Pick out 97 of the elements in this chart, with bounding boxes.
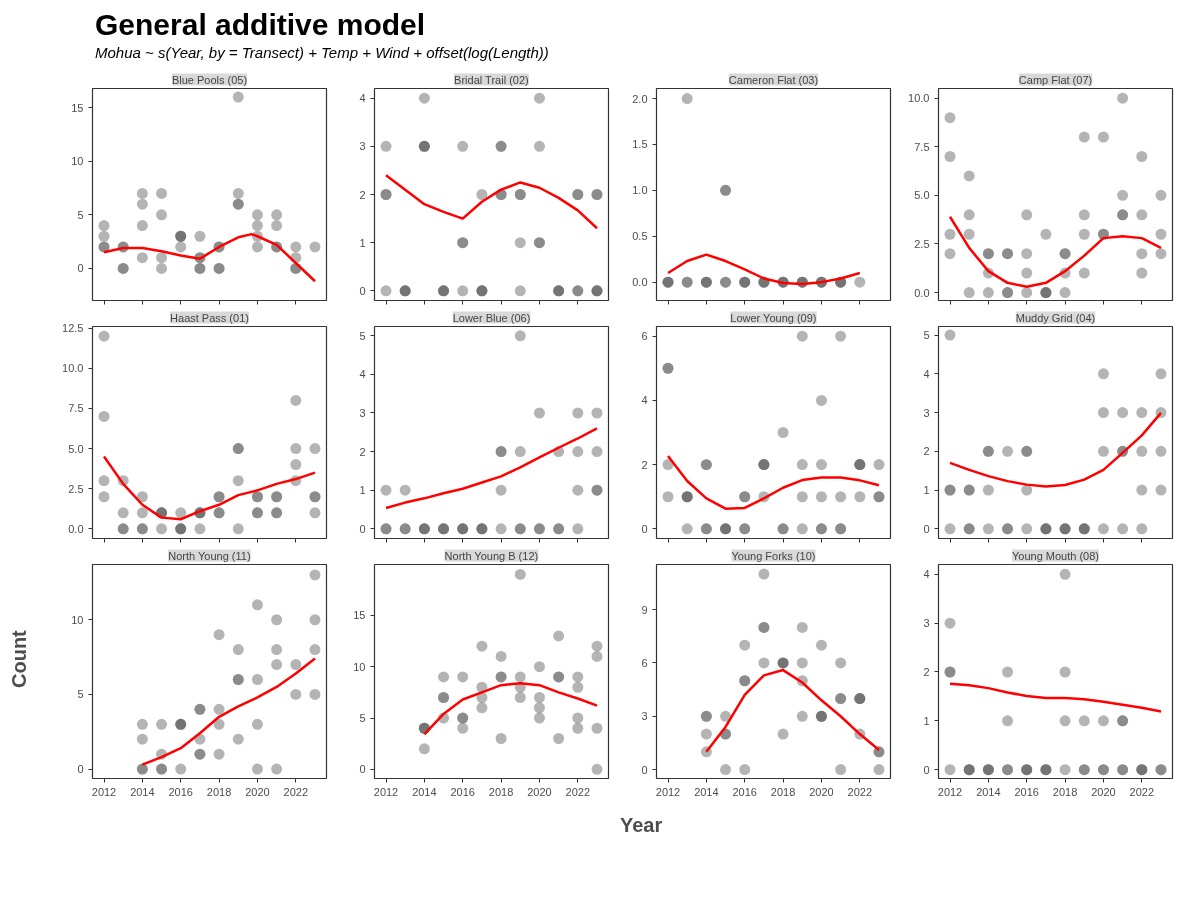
x-tick-label: 2018	[488, 785, 514, 798]
x-tick-label: 2018	[770, 785, 796, 798]
y-tick-label: 0	[641, 523, 648, 536]
chart-title: Young Mouth (08)	[1011, 549, 1100, 562]
x-tick-label: 2016	[450, 785, 475, 798]
y-tick-label: 1.0	[632, 184, 648, 197]
y-tick-label: 2	[923, 666, 930, 679]
x-tick-label: 2022	[847, 785, 873, 798]
y-tick-label: 15	[71, 102, 84, 115]
text: General additive model	[95, 8, 426, 41]
y-tick-label: 2	[359, 445, 366, 458]
x-tick-label: 2014	[412, 785, 437, 798]
y-tick-label: 5	[77, 209, 84, 222]
y-tick-label: 3	[923, 406, 930, 419]
y-tick-label: 0.0	[632, 276, 648, 289]
y-tick-label: 5	[359, 330, 366, 343]
chart-title: Lower Blue (06)	[452, 311, 531, 324]
x-tick-label: 2018	[1052, 785, 1078, 798]
y-tick-label: 0	[77, 763, 84, 776]
y-tick-label: 4	[641, 394, 648, 407]
y-tick-label: 3	[641, 710, 648, 723]
x-tick-label: 2020	[245, 785, 270, 798]
x-tick-label: 2014	[694, 785, 719, 798]
y-tick-label: 3	[359, 140, 366, 153]
x-tick-label: 2016	[1014, 785, 1039, 798]
y-tick-label: 3	[923, 617, 930, 630]
x-tick-label: 2022	[283, 785, 309, 798]
x-tick-label: 2018	[206, 785, 232, 798]
y-tick-label: 0	[77, 262, 84, 275]
chart-title: Lower Young (09)	[730, 311, 817, 324]
chart-title: Bridal Trail (02)	[454, 73, 529, 86]
y-tick-label: 5	[359, 712, 366, 725]
chart-title: Cameron Flat (03)	[728, 73, 819, 86]
x-tick-label: 2020	[809, 785, 834, 798]
y-tick-label: 10	[71, 155, 84, 168]
y-tick-label: 0	[359, 763, 366, 776]
y-tick-label: 2.5	[914, 238, 930, 251]
y-tick-label: 4	[359, 368, 366, 381]
y-tick-label: 2	[359, 188, 366, 201]
x-tick-label: 2014	[976, 785, 1001, 798]
y-tick-label: 2	[641, 458, 648, 471]
y-tick-label: 2	[923, 445, 930, 458]
y-tick-label: 10.0	[908, 92, 930, 105]
chart-title: Camp Flat (07)	[1018, 73, 1093, 86]
y-tick-label: 0	[923, 763, 930, 776]
x-tick-label: 2012	[937, 785, 963, 798]
y-tick-label: 1	[359, 236, 366, 249]
y-tick-label: 0	[359, 285, 366, 298]
y-tick-label: 6	[641, 330, 648, 343]
x-tick-label: 2020	[1091, 785, 1116, 798]
y-tick-label: 2.0	[632, 92, 648, 105]
x-tick-label: 2012	[373, 785, 399, 798]
x-tick-label: 2022	[1129, 785, 1155, 798]
y-tick-label: 0.5	[632, 230, 648, 243]
y-tick-label: 9	[641, 603, 648, 616]
y-tick-label: 1	[923, 484, 930, 497]
chart-title: Young Forks (10)	[731, 549, 816, 562]
y-tick-label: 12.5	[62, 322, 84, 335]
chart-title: Blue Pools (05)	[171, 73, 248, 86]
x-tick-label: 2012	[91, 785, 117, 798]
y-tick-label: 10.0	[62, 362, 84, 375]
y-tick-label: 3	[359, 407, 366, 420]
y-tick-label: 5.0	[914, 189, 930, 202]
text: Mohua ~ s(Year, by = Transect) + Temp + Wind + offset(log(Length))	[95, 42, 549, 63]
chart-title: Muddy Grid (04)	[1015, 311, 1096, 324]
x-tick-label: 2022	[565, 785, 591, 798]
y-tick-label: 1.5	[632, 138, 648, 151]
x-axis-title: Year	[620, 813, 663, 839]
x-tick-label: 2020	[527, 785, 552, 798]
y-tick-label: 2.5	[68, 482, 84, 495]
y-tick-label: 4	[923, 368, 930, 381]
y-tick-label: 10	[353, 661, 366, 673]
chart-title: Haast Pass (01)	[170, 311, 249, 324]
x-tick-label: 2014	[130, 785, 155, 798]
y-tick-label: 6	[641, 657, 648, 670]
y-tick-label: 10	[71, 614, 84, 627]
y-tick-label: 7.5	[914, 141, 930, 154]
y-tick-label: 7.5	[68, 402, 84, 415]
x-tick-label: 2016	[732, 785, 757, 798]
y-tick-label: 5.0	[68, 442, 84, 455]
y-tick-label: 4	[923, 568, 930, 581]
chart-title: North Young B (12)	[444, 549, 539, 562]
y-tick-label: 0	[359, 523, 366, 536]
y-tick-label: 15	[353, 609, 366, 622]
y-axis-title: Count	[7, 630, 31, 689]
y-tick-label: 5	[77, 688, 84, 701]
x-tick-label: 2012	[655, 785, 681, 798]
y-tick-label: 1	[923, 715, 930, 728]
chart-title: North Young (11)	[168, 549, 251, 562]
y-tick-label: 0.0	[68, 523, 84, 536]
x-tick-label: 2016	[168, 785, 193, 798]
y-tick-label: 0	[641, 763, 648, 776]
y-tick-label: 1	[359, 484, 366, 497]
y-tick-label: 0.0	[914, 286, 930, 299]
y-tick-label: 4	[359, 92, 366, 105]
y-tick-label: 5	[923, 329, 930, 342]
y-tick-label: 0	[923, 523, 930, 536]
